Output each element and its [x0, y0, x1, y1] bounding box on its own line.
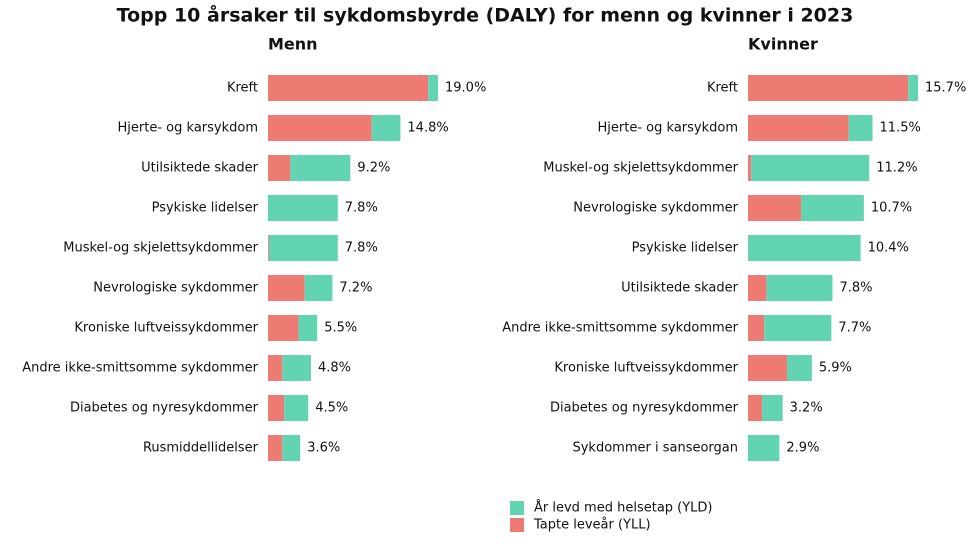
category-label: Nevrologiske sykdommer — [573, 201, 738, 216]
bar-segment — [751, 155, 870, 181]
category-label: Diabetes og nyresykdommer — [70, 401, 259, 416]
bar-segment — [748, 195, 802, 221]
bar-segment — [748, 155, 752, 181]
total-label: 5.5% — [324, 321, 357, 336]
total-label: 7.8% — [839, 281, 872, 296]
category-label: Kroniske luftveissykdommer — [74, 321, 258, 336]
bar-segment — [284, 395, 309, 421]
total-label: 3.2% — [790, 401, 823, 416]
bar-segment — [268, 355, 283, 381]
total-label: 7.2% — [339, 281, 372, 296]
total-label: 7.8% — [345, 241, 378, 256]
bar-segment — [268, 235, 269, 261]
bar-segment — [748, 275, 767, 301]
category-label: Nevrologiske sykdommer — [93, 281, 258, 296]
total-label: 14.8% — [407, 121, 448, 136]
chart-title: Topp 10 årsaker til sykdomsbyrde (DALY) … — [117, 3, 854, 27]
category-label: Hjerte- og karsykdom — [118, 121, 258, 136]
bar-segment — [268, 75, 429, 101]
chart-subtitle: Menn — [268, 35, 318, 54]
bar-segment — [268, 155, 291, 181]
bar-segment — [786, 355, 812, 381]
bar-segment — [298, 315, 318, 341]
bar-segment — [428, 75, 438, 101]
bar-segment — [764, 315, 832, 341]
bar-segment — [371, 115, 401, 141]
total-label: 9.2% — [357, 161, 390, 176]
bar-segment — [748, 235, 861, 261]
bar-segment — [908, 75, 918, 101]
total-label: 4.8% — [318, 361, 351, 376]
legend-label: År levd med helsetap (YLD) — [534, 500, 713, 516]
bar-segment — [762, 395, 783, 421]
category-label: Utilsiktede skader — [621, 281, 739, 296]
bar-segment — [748, 435, 780, 461]
total-label: 10.4% — [868, 241, 909, 256]
bar-segment — [748, 395, 763, 421]
category-label: Psykiske lidelser — [632, 241, 739, 256]
bar-segment — [268, 195, 338, 221]
category-label: Muskel-og skjelettsykdommer — [543, 161, 738, 176]
total-label: 19.0% — [445, 81, 486, 96]
bar-segment — [748, 75, 909, 101]
category-label: Andre ikke-smittsomme sykdommer — [502, 321, 738, 336]
category-label: Rusmiddellidelser — [143, 441, 259, 456]
total-label: 2.9% — [786, 441, 819, 456]
category-label: Kreft — [227, 81, 258, 96]
bar-segment — [290, 155, 351, 181]
total-label: 4.5% — [315, 401, 348, 416]
category-label: Utilsiktede skader — [141, 161, 259, 176]
total-label: 7.7% — [838, 321, 871, 336]
bar-segment — [268, 435, 283, 461]
bar-segment — [268, 395, 285, 421]
category-label: Diabetes og nyresykdommer — [550, 401, 739, 416]
total-label: 10.7% — [871, 201, 912, 216]
legend-swatch — [510, 501, 524, 515]
total-label: 15.7% — [925, 81, 966, 96]
bar-segment — [268, 115, 372, 141]
legend-label: Tapte leveår (YLL) — [533, 518, 651, 533]
bar-segment — [268, 235, 338, 261]
total-label: 5.9% — [819, 361, 852, 376]
category-label: Muskel-og skjelettsykdommer — [63, 241, 258, 256]
category-label: Hjerte- og karsykdom — [598, 121, 738, 136]
bar-segment — [268, 315, 299, 341]
category-label: Sykdommer i sanseorgan — [572, 441, 738, 456]
bar-segment — [268, 275, 305, 301]
category-label: Kreft — [707, 81, 738, 96]
bar-segment — [748, 355, 787, 381]
bar-segment — [748, 315, 765, 341]
bar-segment — [848, 115, 873, 141]
bar-segment — [282, 435, 301, 461]
total-label: 3.6% — [307, 441, 340, 456]
legend-swatch — [510, 518, 524, 532]
bar-segment — [748, 115, 849, 141]
bar-segment — [801, 195, 864, 221]
chart-subtitle: Kvinner — [748, 35, 818, 54]
category-label: Psykiske lidelser — [152, 201, 259, 216]
bar-segment — [766, 275, 833, 301]
total-label: 11.2% — [876, 161, 917, 176]
bar-segment — [282, 355, 311, 381]
category-label: Andre ikke-smittsomme sykdommer — [22, 361, 258, 376]
total-label: 7.8% — [345, 201, 378, 216]
total-label: 11.5% — [880, 121, 921, 136]
category-label: Kroniske luftveissykdommer — [554, 361, 738, 376]
bar-segment — [304, 275, 333, 301]
